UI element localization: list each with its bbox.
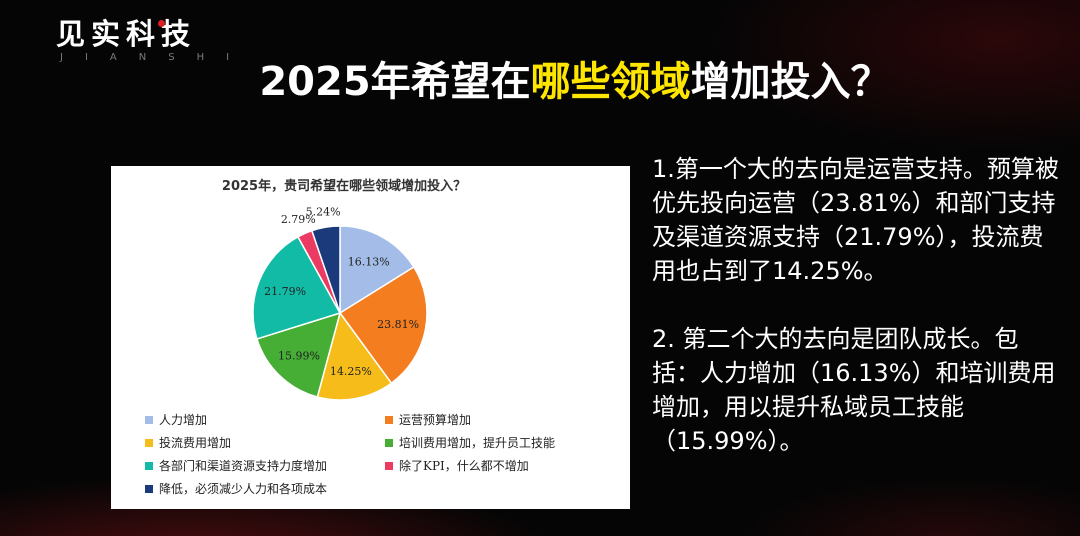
logo-subtext: JIANSHI [60,52,252,63]
analysis-text: 1.第一个大的去向是运营支持。预算被优先投向运营（23.81%）和部门支持及渠道… [652,152,1062,458]
slice-label-2: 23.81% [377,318,419,331]
logo-text: 见实科技 [56,17,197,51]
pie-slice-1 [339,225,415,315]
analysis-point-1: 1.第一个大的去向是运营支持。预算被优先投向运营（23.81%）和部门支持及渠道… [652,155,1059,285]
title-prefix: 2025年希望在 [259,59,531,105]
slice-label-4: 15.99% [278,350,320,363]
slice-label-6: 2.79% [281,213,316,226]
slice-label-7: 5.24% [306,205,341,218]
title-highlight: 哪些领域 [530,59,691,105]
chart-title: 2025年，贵司希望在哪些领域增加投入？ [222,178,466,194]
pie-slice-5 [252,235,342,340]
chart-card: 2025年，贵司希望在哪些领域增加投入？ 16.13% 23.81% 14.25% 15… [111,166,630,509]
slice-label-5: 21.79% [264,285,306,298]
pie-slice-2 [338,265,428,385]
brand-logo: 见实科技 JIANSHI [56,16,251,64]
pie-slice-3 [316,311,393,401]
logo-red-dot [158,20,165,27]
slice-label-1: 16.13% [348,255,390,268]
slide-title: 2025年希望在哪些领域增加投入？ [0,56,1080,108]
slice-label-3: 14.25% [330,365,372,378]
pie-chart: 2025年，贵司希望在哪些领域增加投入？ 16.13% 23.81% 14.25% 15… [222,178,466,401]
pie-slice-4 [256,311,342,398]
title-suffix: 增加投入？ [690,59,891,105]
analysis-point-2: 2. 第二个大的去向是团队成长。包括：人力增加（16.13%）和培训费用增加，用… [652,325,1056,455]
pie-slice-7 [310,225,341,314]
